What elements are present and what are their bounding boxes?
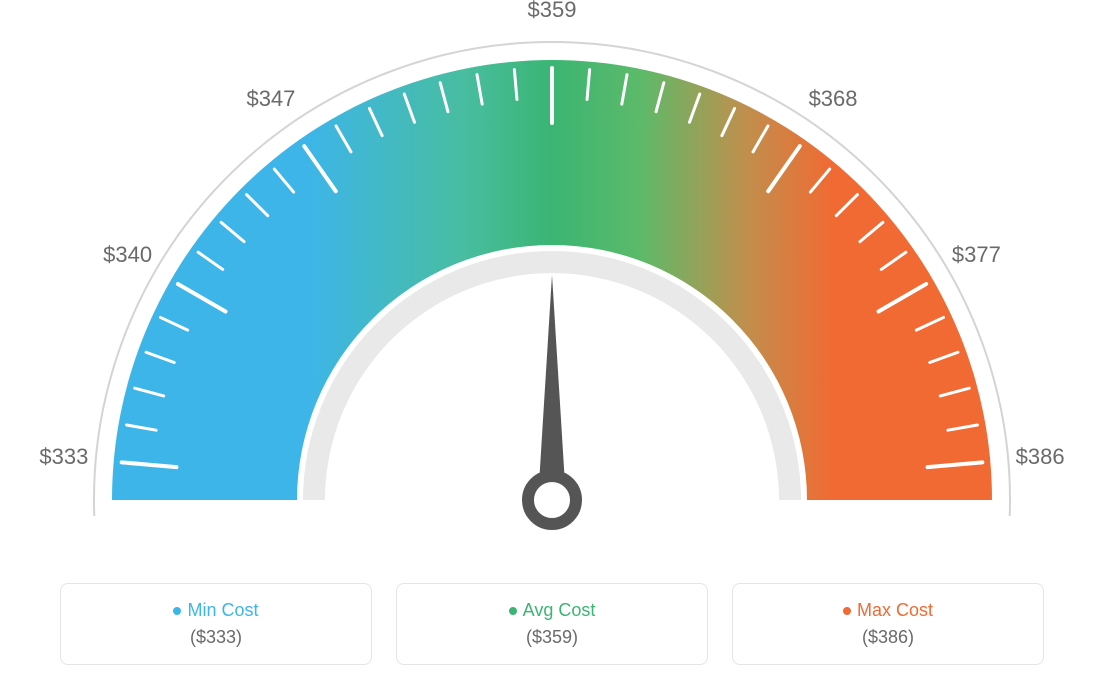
gauge-tick-label: $340 [103,242,152,268]
gauge-tick-label: $386 [1016,444,1065,470]
legend-label-max: Max Cost [753,600,1023,621]
legend-value-avg: ($359) [417,627,687,648]
legend-dot-icon [843,607,851,615]
gauge-tick-label: $377 [952,242,1001,268]
legend-dot-icon [509,607,517,615]
legend-item-avg: Avg Cost ($359) [396,583,708,665]
legend-label-min: Min Cost [81,600,351,621]
gauge-tick-label: $368 [809,86,858,112]
gauge-area: $333 $340 $347 $359 $368 $377 $386 [0,0,1104,570]
cost-gauge-container: $333 $340 $347 $359 $368 $377 $386 Min Cost ($… [0,0,1104,690]
legend-label-text: Max Cost [857,600,933,620]
legend-label-avg: Avg Cost [417,600,687,621]
gauge-chart [0,0,1104,570]
legend-item-max: Max Cost ($386) [732,583,1044,665]
legend-dot-icon [173,607,181,615]
gauge-tick-label: $333 [39,444,88,470]
gauge-tick-label: $347 [246,86,295,112]
legend-label-text: Min Cost [187,600,258,620]
gauge-tick-label: $359 [528,0,577,23]
legend-item-min: Min Cost ($333) [60,583,372,665]
legend-value-max: ($386) [753,627,1023,648]
legend-label-text: Avg Cost [523,600,596,620]
legend-value-min: ($333) [81,627,351,648]
legend: Min Cost ($333) Avg Cost ($359) Max Cost… [60,583,1044,665]
